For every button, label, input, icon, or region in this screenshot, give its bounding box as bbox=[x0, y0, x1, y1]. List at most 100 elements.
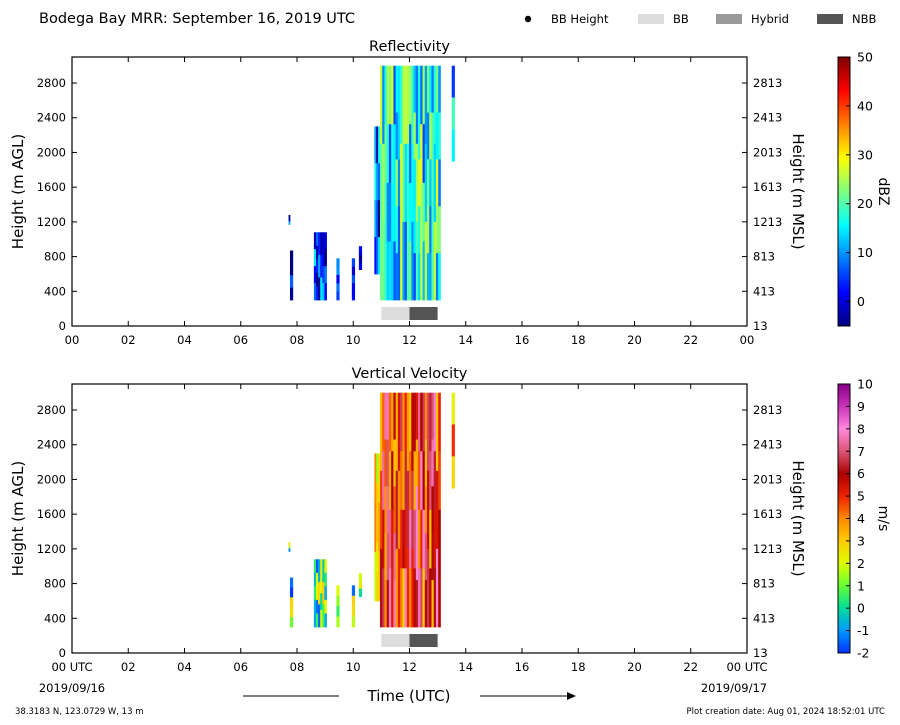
data-cell bbox=[438, 392, 441, 452]
data-cell bbox=[384, 392, 388, 440]
data-cell bbox=[424, 439, 428, 487]
data-cell bbox=[391, 451, 394, 511]
x-tick-label: 04 bbox=[177, 333, 192, 347]
data-cell bbox=[435, 112, 439, 160]
data-cell bbox=[313, 613, 317, 628]
colorbar-tick-label: 1 bbox=[857, 578, 865, 593]
data-cell bbox=[418, 65, 421, 113]
data-cell bbox=[322, 283, 325, 301]
colorbar-tick-label: 50 bbox=[857, 50, 873, 65]
data-cell bbox=[404, 65, 408, 145]
data-cell bbox=[415, 486, 419, 534]
colorbar-tick-label: 20 bbox=[857, 196, 873, 211]
data-cell bbox=[420, 65, 423, 125]
data-cell bbox=[384, 65, 388, 125]
data-cell bbox=[431, 65, 435, 113]
y-tick-label-right: 1613 bbox=[753, 180, 782, 194]
data-cell bbox=[393, 439, 397, 487]
data-cell bbox=[438, 451, 441, 511]
data-cell bbox=[315, 272, 319, 287]
y-axis-label: Height (m AGL) bbox=[9, 134, 27, 249]
data-cell bbox=[422, 124, 426, 184]
bright-band-nbb bbox=[409, 307, 438, 320]
data-cell bbox=[322, 559, 325, 583]
data-cell bbox=[388, 241, 392, 301]
y-tick-label-right: 2813 bbox=[753, 403, 782, 417]
data-cell bbox=[406, 65, 410, 145]
data-cell bbox=[320, 254, 323, 278]
y-tick-label: 2800 bbox=[37, 76, 66, 90]
y-tick-label: 800 bbox=[44, 577, 66, 591]
data-cell bbox=[382, 143, 385, 223]
location-text: 38.3183 N, 123.0729 W, 13 m bbox=[15, 707, 143, 717]
data-cell bbox=[429, 253, 432, 301]
data-cell bbox=[336, 258, 340, 268]
data-cell bbox=[318, 232, 321, 256]
data-cell bbox=[391, 509, 394, 569]
data-cell bbox=[315, 232, 319, 247]
data-cell bbox=[382, 65, 385, 145]
data-cell bbox=[315, 259, 319, 274]
data-cell bbox=[427, 206, 430, 254]
panel-title: Reflectivity bbox=[369, 39, 450, 55]
data-cell bbox=[438, 159, 441, 207]
data-cell bbox=[427, 392, 430, 472]
data-cell bbox=[376, 200, 379, 238]
data-cell bbox=[358, 264, 363, 270]
data-cell bbox=[386, 124, 390, 184]
data-cell bbox=[397, 112, 401, 160]
data-cell bbox=[409, 568, 412, 628]
y-tick-label: 1200 bbox=[37, 215, 66, 229]
x-tick-label: 16 bbox=[515, 660, 530, 674]
data-cell bbox=[411, 143, 414, 223]
data-cell bbox=[420, 392, 423, 452]
data-cell bbox=[422, 568, 426, 628]
x-tick-label: 06 bbox=[233, 333, 248, 347]
colorbar-tick-label: -1 bbox=[857, 623, 869, 638]
data-cell bbox=[413, 568, 417, 628]
y-tick-label: 800 bbox=[44, 250, 66, 264]
data-cell bbox=[435, 206, 439, 254]
data-cell bbox=[402, 568, 405, 628]
y-tick-label: 2000 bbox=[37, 472, 66, 486]
data-cell bbox=[336, 266, 340, 276]
y-tick-label: 2400 bbox=[37, 438, 66, 452]
data-cell bbox=[289, 287, 294, 301]
data-cell bbox=[413, 509, 417, 569]
data-cell bbox=[374, 551, 377, 602]
data-cell bbox=[358, 573, 363, 582]
data-cell bbox=[418, 253, 421, 301]
data-cell bbox=[429, 65, 432, 113]
data-cell bbox=[384, 241, 388, 301]
data-cell bbox=[378, 453, 381, 503]
data-cell bbox=[404, 143, 408, 223]
data-cell bbox=[289, 617, 294, 628]
data-cell bbox=[322, 249, 325, 267]
data-cell bbox=[289, 597, 294, 608]
data-cell bbox=[400, 568, 403, 628]
data-cell bbox=[413, 159, 417, 207]
data-cell bbox=[415, 143, 419, 223]
data-cell bbox=[395, 159, 399, 207]
data-cell bbox=[451, 129, 455, 162]
x-tick-label: 18 bbox=[571, 333, 586, 347]
data-cell bbox=[429, 206, 432, 254]
data-cell bbox=[318, 581, 321, 605]
data-cell bbox=[376, 541, 379, 572]
data-cell bbox=[420, 182, 423, 242]
data-cell bbox=[388, 451, 392, 511]
data-cell bbox=[409, 182, 412, 242]
data-cell bbox=[433, 221, 437, 301]
data-cell bbox=[397, 159, 401, 207]
data-cell bbox=[320, 559, 323, 577]
data-cell bbox=[313, 283, 317, 301]
data-cell bbox=[388, 124, 392, 184]
data-cell bbox=[288, 221, 291, 225]
data-cell bbox=[393, 124, 397, 184]
data-cell bbox=[324, 613, 327, 628]
y-tick-label-right: 2813 bbox=[753, 76, 782, 90]
data-cell bbox=[351, 258, 356, 268]
data-cell bbox=[384, 439, 388, 487]
x-tick-label: 12 bbox=[402, 660, 417, 674]
